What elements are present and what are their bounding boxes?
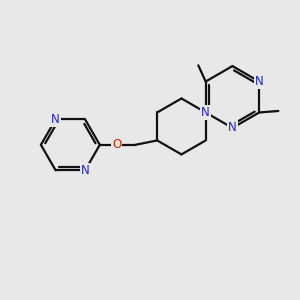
Text: O: O [112,138,122,151]
Text: N: N [255,75,264,88]
Text: N: N [81,164,89,177]
Text: N: N [51,113,60,126]
Text: N: N [228,122,237,134]
Text: N: N [201,106,210,119]
